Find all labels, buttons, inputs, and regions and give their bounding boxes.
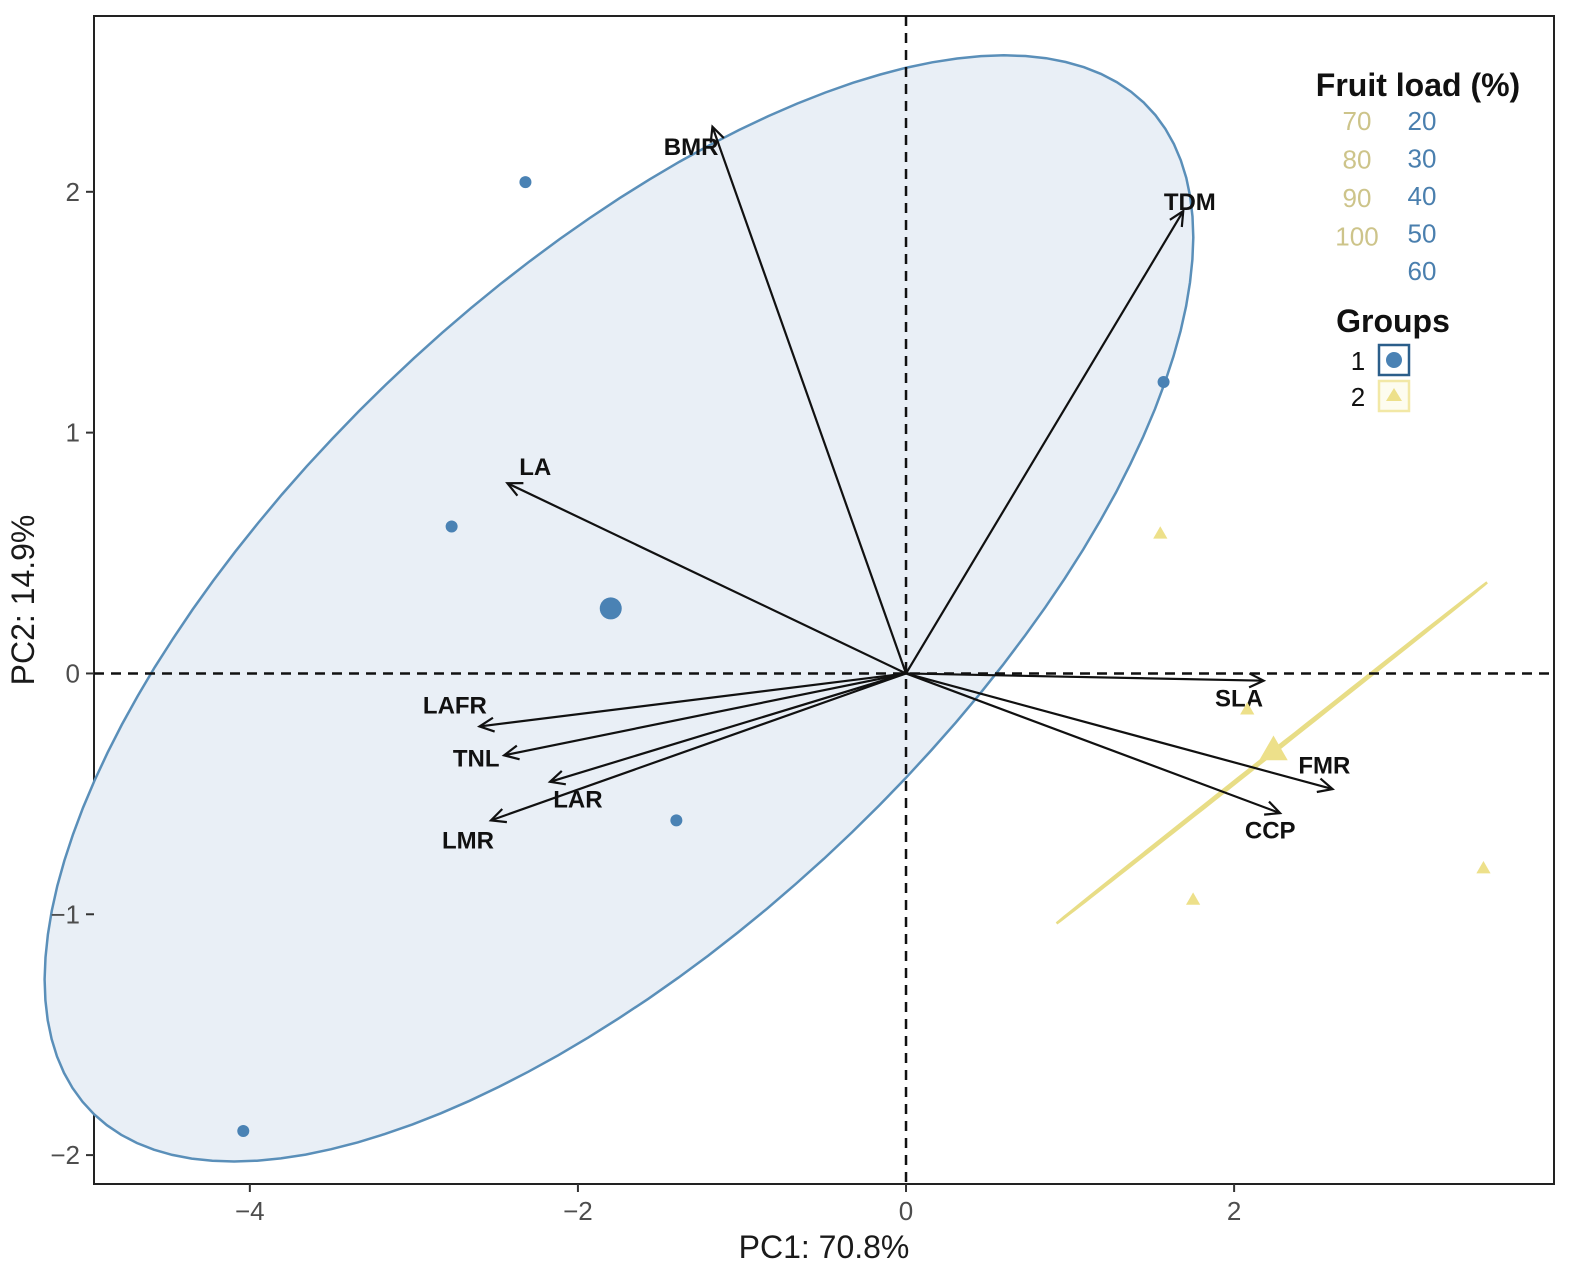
legend-fruit-load-group1-values: 20 30 40 50 60 <box>1408 106 1437 286</box>
legend-fruit-load-value: 20 <box>1408 106 1437 136</box>
loading-label-lafr: LAFR <box>423 693 487 720</box>
loading-label-lmr: LMR <box>442 827 494 854</box>
loading-arrowhead-lar <box>547 770 567 786</box>
loading-arrow-lafr <box>479 672 907 728</box>
loading-label-ccp: CCP <box>1245 818 1296 845</box>
loading-label-la: LA <box>519 454 551 481</box>
loading-arrowhead-tnl <box>501 744 520 761</box>
score-point-group2 <box>1240 702 1255 715</box>
score-point-group2 <box>1476 861 1491 874</box>
zero-reference-lines <box>94 16 1554 1184</box>
legend-group-2-label: 2 <box>1351 382 1365 412</box>
legend-fruit-load-value: 90 <box>1343 183 1372 213</box>
y-tick-label: −1 <box>50 899 80 929</box>
centroid-group1 <box>599 597 622 620</box>
y-axis-title: PC2: 14.9% <box>5 515 41 686</box>
loading-arrow-fmr <box>905 672 1333 791</box>
legend-fruit-load-title: Fruit load (%) <box>1316 67 1520 103</box>
axis-ticks: −4 −2 0 2 −2 −1 0 1 2 <box>50 177 1241 1226</box>
loading-arrowhead-lafr <box>476 716 496 733</box>
legend-group-1-circle-icon <box>1386 352 1402 368</box>
loading-label-fmr: FMR <box>1298 753 1350 780</box>
loading-label-tnl: TNL <box>453 745 500 772</box>
legend-fruit-load-value: 40 <box>1408 181 1437 211</box>
legend-fruit-load-group2-values: 70 80 90 100 <box>1335 106 1378 252</box>
loading-arrow-lar <box>549 672 907 783</box>
score-point-group2 <box>1153 526 1168 539</box>
x-tick-label: 0 <box>899 1196 913 1226</box>
score-point-group1 <box>670 814 683 827</box>
score-point-group1 <box>445 520 458 533</box>
y-tick-label: 1 <box>66 418 80 448</box>
loading-arrow-sla <box>906 672 1264 682</box>
score-point-group1 <box>1157 376 1170 389</box>
legend-fruit-load-value: 80 <box>1343 145 1372 175</box>
loading-arrowhead-lmr <box>488 808 508 824</box>
centroid-group2 <box>1259 735 1288 761</box>
legend-group-2-triangle-icon <box>1386 388 1402 401</box>
loading-arrow-lmr <box>490 672 907 822</box>
score-points <box>237 176 1491 1138</box>
loading-arrowhead-tdm <box>1169 208 1185 228</box>
legend-fruit-load-value: 50 <box>1408 219 1437 249</box>
y-tick-label: 2 <box>66 177 80 207</box>
score-point-group2 <box>1185 892 1201 905</box>
loading-arrowhead-fmr <box>1316 777 1335 794</box>
loading-arrow-tdm <box>905 210 1185 675</box>
loading-label-tdm: TDM <box>1164 189 1216 216</box>
legend-fruit-load-value: 70 <box>1343 106 1372 136</box>
y-tick-label: −2 <box>50 1140 80 1170</box>
loading-arrow-bmr <box>711 126 908 674</box>
x-axis-title: PC1: 70.8% <box>739 1229 910 1265</box>
score-point-group1 <box>519 176 532 189</box>
x-tick-label: −4 <box>235 1196 265 1226</box>
loading-arrow-tnl <box>503 672 907 757</box>
loading-label-sla: SLA <box>1215 685 1263 712</box>
loading-arrows: BMR TDM LA LAFR TNL LAR LMR SLA FMR CCP <box>423 124 1350 854</box>
legend: Fruit load (%) 70 80 90 100 20 30 40 50 60 Grou… <box>1316 67 1520 413</box>
score-point-group1 <box>237 1125 250 1138</box>
legend-fruit-load-value: 60 <box>1408 256 1437 286</box>
y-tick-label: 0 <box>66 658 80 688</box>
loading-arrowhead-sla <box>1248 672 1267 689</box>
loading-arrowhead-bmr <box>709 124 725 143</box>
legend-fruit-load-value: 100 <box>1335 222 1378 252</box>
legend-fruit-load-value: 30 <box>1408 144 1437 174</box>
legend-group-1-label: 1 <box>1351 346 1365 376</box>
x-tick-label: −2 <box>563 1196 593 1226</box>
legend-groups-title: Groups <box>1336 303 1450 339</box>
loading-label-lar: LAR <box>553 786 602 813</box>
loading-arrowhead-la <box>505 482 524 497</box>
loading-label-bmr: BMR <box>664 134 719 161</box>
loading-arrowhead-ccp <box>1264 800 1283 816</box>
x-tick-label: 2 <box>1227 1196 1241 1226</box>
loading-arrow-la <box>506 482 907 675</box>
loading-arrow-ccp <box>905 672 1281 815</box>
